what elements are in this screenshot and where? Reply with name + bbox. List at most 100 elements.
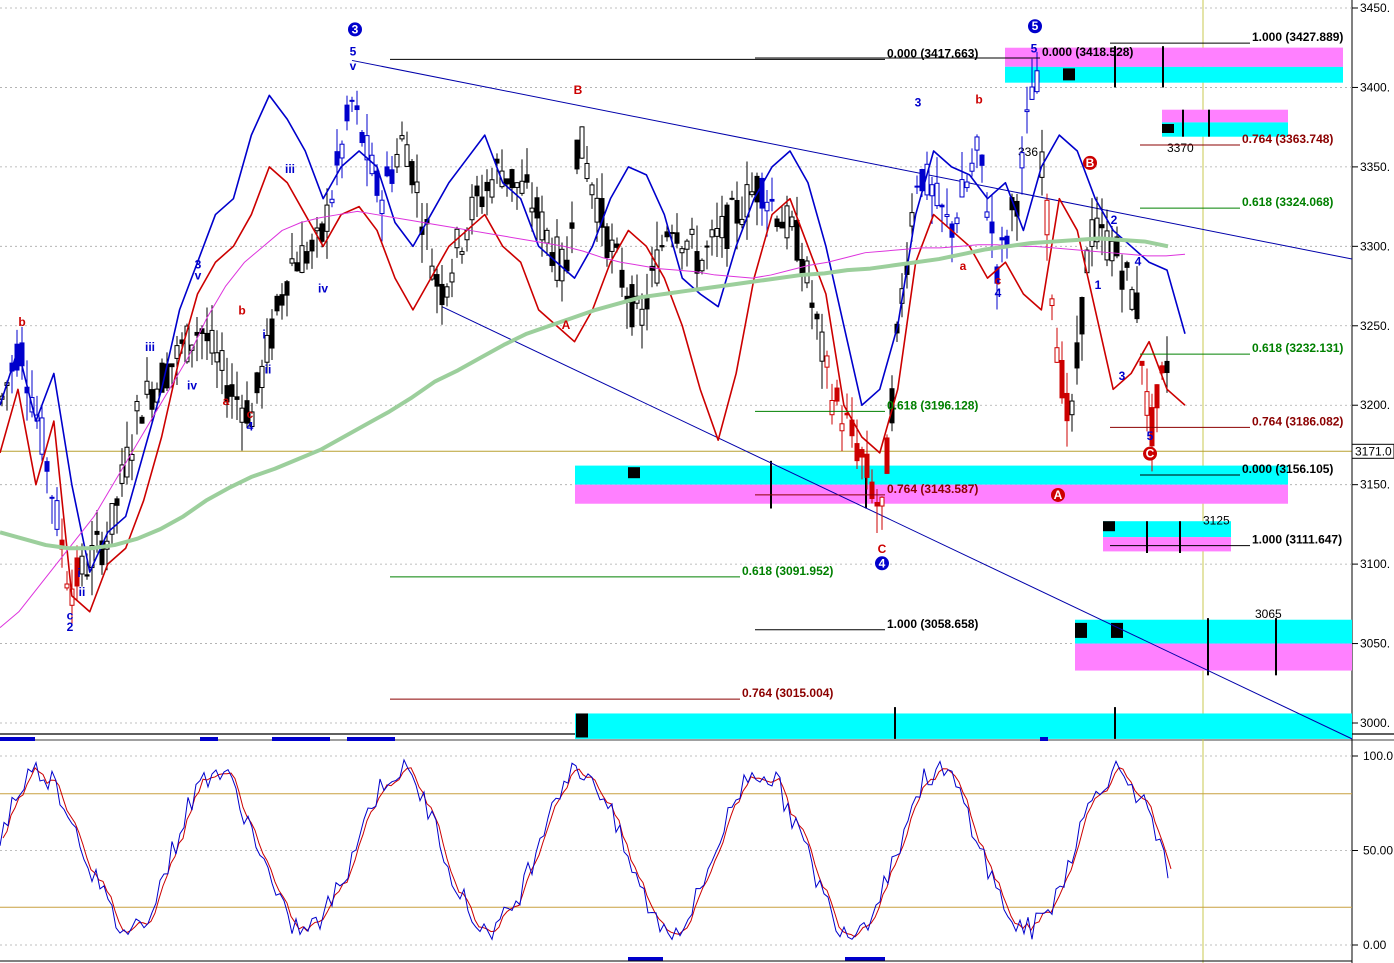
candle-body: [754, 175, 760, 203]
candle-body: [39, 417, 45, 455]
candle-body: [659, 245, 665, 248]
candle-body: [434, 274, 440, 287]
target-zone: [1005, 66, 1343, 83]
candle-body: [489, 179, 495, 198]
candle-body: [1049, 298, 1055, 307]
signal-bar: [272, 737, 330, 741]
candle-body: [134, 400, 140, 412]
candle-body: [619, 269, 625, 288]
zone-marker: [1103, 521, 1115, 532]
candle-body: [994, 266, 1000, 284]
candle-body: [609, 239, 615, 252]
candle-body: [1164, 360, 1170, 374]
price-tick-label: 3300.: [1360, 239, 1390, 253]
candle-body: [1069, 400, 1075, 416]
wave-label: iv: [187, 378, 197, 392]
candle-body: [414, 181, 420, 194]
target-zone: [575, 713, 1352, 739]
candle-body: [349, 99, 355, 102]
candle-body: [459, 251, 465, 255]
candle-body: [169, 363, 175, 368]
candle-body: [289, 258, 295, 264]
price-tick-label: 3250.: [1360, 319, 1390, 333]
zone-marker: [1063, 68, 1075, 81]
wave-label: v: [195, 269, 202, 283]
target-zone: [575, 465, 1288, 485]
fib-label: 1.000 (3111.647): [1252, 533, 1342, 547]
oscillator-signal-line: [2, 766, 1172, 938]
candle-body: [1034, 70, 1040, 93]
candle-body: [224, 385, 230, 403]
candle-body: [874, 501, 880, 507]
candle-body: [1154, 384, 1160, 409]
candle-body: [1064, 392, 1070, 422]
fib-label: 0.618 (3232.131): [1252, 341, 1343, 355]
candle-body: [694, 251, 700, 274]
candle-body: [329, 198, 335, 204]
candle-body: [319, 223, 325, 242]
wave-label: ii: [265, 362, 272, 376]
fib-label: 0.000 (3418.528): [1042, 45, 1133, 59]
candle-body: [184, 325, 190, 363]
candle-body: [664, 231, 670, 238]
moving-average-line: [0, 236, 1169, 551]
zone-marker: [1075, 622, 1087, 638]
wave-label: ii: [79, 585, 86, 599]
candle-body: [294, 262, 300, 272]
candle-body: [1129, 289, 1135, 310]
candle-body: [774, 218, 780, 228]
candle-body: [799, 258, 805, 274]
candle-body: [74, 557, 80, 587]
candle-body: [864, 453, 870, 478]
candle-body: [514, 182, 520, 188]
candle-body: [544, 229, 550, 244]
price-tick-label: 3150.: [1360, 478, 1390, 492]
candle-body: [474, 185, 480, 197]
candle-body: [504, 178, 510, 185]
candle-body: [579, 126, 585, 159]
candle-body: [1029, 86, 1035, 100]
wave-label: b: [238, 304, 245, 318]
moving-average-line: [0, 210, 1186, 629]
candle-body: [209, 329, 215, 354]
wave-label: a: [960, 259, 967, 273]
oscillator-tick-label: 50.00: [1363, 844, 1393, 858]
candle-body: [139, 416, 145, 424]
oscillator-tick-label: 100.0: [1363, 749, 1393, 763]
candle-body: [944, 214, 950, 217]
wave-label: 5: [350, 45, 357, 59]
fib-label: 0.000 (3417.663): [887, 46, 978, 60]
candle-body: [709, 229, 715, 238]
price-tick-label: 3100.: [1360, 557, 1390, 571]
candle-body: [1094, 217, 1100, 243]
candle-body: [509, 169, 515, 189]
wave-label: 4: [1135, 254, 1142, 268]
candle-body: [554, 236, 560, 281]
wave-label: B: [574, 83, 583, 97]
wave-label: A: [562, 318, 571, 332]
candle-body: [739, 218, 745, 226]
wave-label: v: [350, 59, 357, 73]
signal-bar: [628, 957, 663, 961]
candle-body: [759, 177, 765, 209]
candle-body: [1044, 199, 1050, 236]
wave-label: 3: [1119, 369, 1126, 383]
wave-label: C: [878, 542, 887, 556]
candle-body: [954, 217, 960, 225]
candle-body: [449, 272, 455, 283]
wave-label: 3: [352, 22, 359, 36]
wave-label-circle: [875, 556, 889, 571]
candle-body: [1079, 297, 1085, 335]
candle-body: [809, 302, 815, 308]
candle-body: [889, 388, 895, 424]
candle-body: [669, 232, 675, 235]
fib-label: 0.618 (3091.952): [742, 564, 833, 578]
candle-body: [144, 380, 150, 395]
oscillator-tick-label: 0.00: [1363, 938, 1387, 952]
wave-label: A: [1054, 488, 1063, 502]
candle-body: [929, 184, 935, 197]
candle-body: [284, 281, 290, 296]
fib-label: 0.764 (3186.082): [1252, 414, 1343, 428]
oscillator-main-line: [0, 758, 1169, 941]
